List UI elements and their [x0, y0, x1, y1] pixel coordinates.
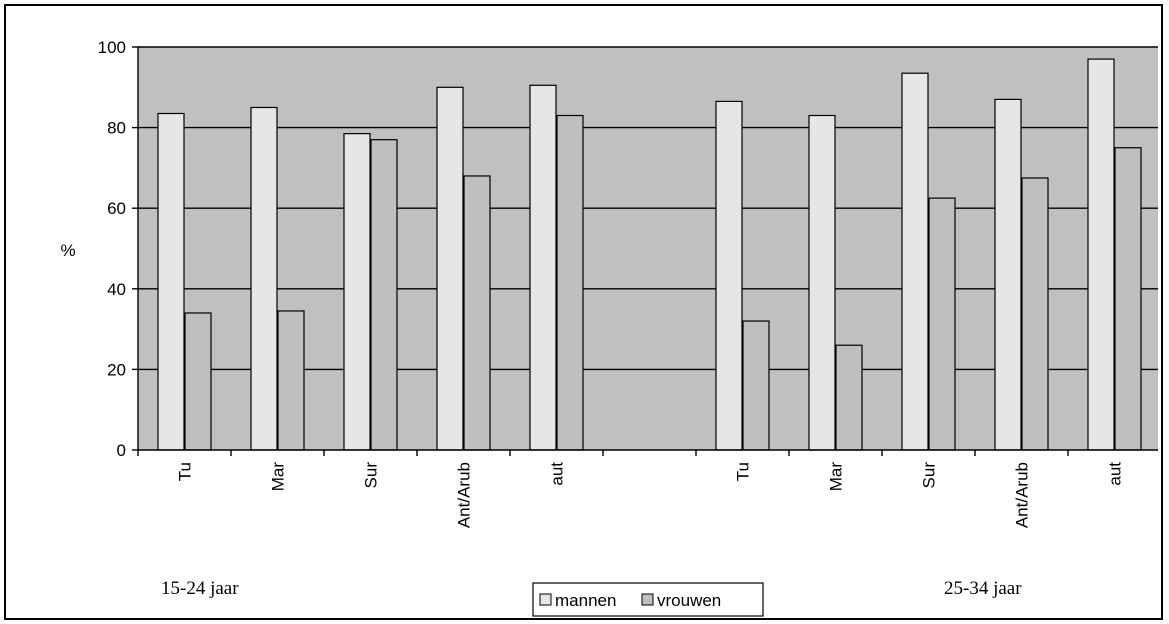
legend-swatch-mannen	[539, 593, 552, 606]
x-tick-label: Mar	[269, 462, 288, 492]
bar-vrouwen-sur-7	[928, 197, 956, 451]
y-tick-labels: 0 20 40 60 80 100	[98, 38, 126, 460]
bar-mannen-ant-arub-3	[436, 86, 464, 451]
bar-mannen-mar-1	[250, 106, 278, 451]
y-axis-label: %	[60, 241, 75, 260]
bar-mannen-tu-0	[157, 112, 185, 451]
bar-mannen-sur-7	[901, 72, 929, 451]
bar-mannen-tu-5	[715, 100, 743, 451]
x-tick-label: aut	[548, 462, 567, 486]
legend-swatch-vrouwen	[641, 593, 654, 606]
bar-mannen-aut-9	[1087, 58, 1115, 451]
bar-vrouwen-mar-6	[835, 344, 863, 451]
legend-label-vrouwen: vrouwen	[657, 591, 721, 610]
bar-vrouwen-ant-arub-8	[1021, 177, 1049, 451]
x-tick-label: Ant/Arub	[1013, 462, 1032, 528]
bars	[157, 58, 1142, 451]
bar-vrouwen-tu-5	[742, 320, 770, 451]
bar-vrouwen-tu-0	[184, 312, 212, 451]
x-tick-label: aut	[1106, 462, 1125, 486]
legend: mannen vrouwen	[532, 582, 764, 617]
group-label-25-34: 25-34 jaar	[944, 578, 1022, 599]
y-tick-label: 60	[107, 199, 126, 218]
bar-vrouwen-mar-1	[277, 310, 305, 451]
bar-vrouwen-ant-arub-3	[463, 175, 491, 451]
x-tick-label: Ant/Arub	[455, 462, 474, 528]
bar-vrouwen-aut-9	[1114, 147, 1142, 451]
bar-mannen-mar-6	[808, 114, 836, 451]
bar-mannen-ant-arub-8	[994, 98, 1022, 451]
x-tick-label: Mar	[827, 462, 846, 492]
x-tick-labels: Tu Mar Sur Ant/Arub aut Tu Mar Sur Ant/Arub aut	[176, 462, 1125, 528]
y-tick-label: 20	[107, 360, 126, 379]
bar-mannen-aut-4	[529, 84, 557, 451]
bar-mannen-sur-2	[343, 133, 371, 451]
bar-vrouwen-aut-4	[556, 114, 584, 451]
y-tick-label: 80	[107, 119, 126, 138]
group-label-15-24: 15-24 jaar	[161, 578, 239, 599]
plot-area	[138, 47, 1158, 450]
x-tick-label: Tu	[734, 462, 753, 481]
y-tick-label: 40	[107, 280, 126, 299]
legend-label-mannen: mannen	[555, 591, 616, 610]
bar-vrouwen-sur-2	[370, 139, 398, 451]
y-tick-label: 0	[117, 441, 126, 460]
y-tick-label: 100	[98, 38, 126, 57]
x-tick-label: Tu	[176, 462, 195, 481]
x-tick-label: Sur	[920, 462, 939, 489]
gridlines	[138, 46, 1158, 371]
axes	[132, 46, 1158, 456]
x-tick-label: Sur	[362, 462, 381, 489]
